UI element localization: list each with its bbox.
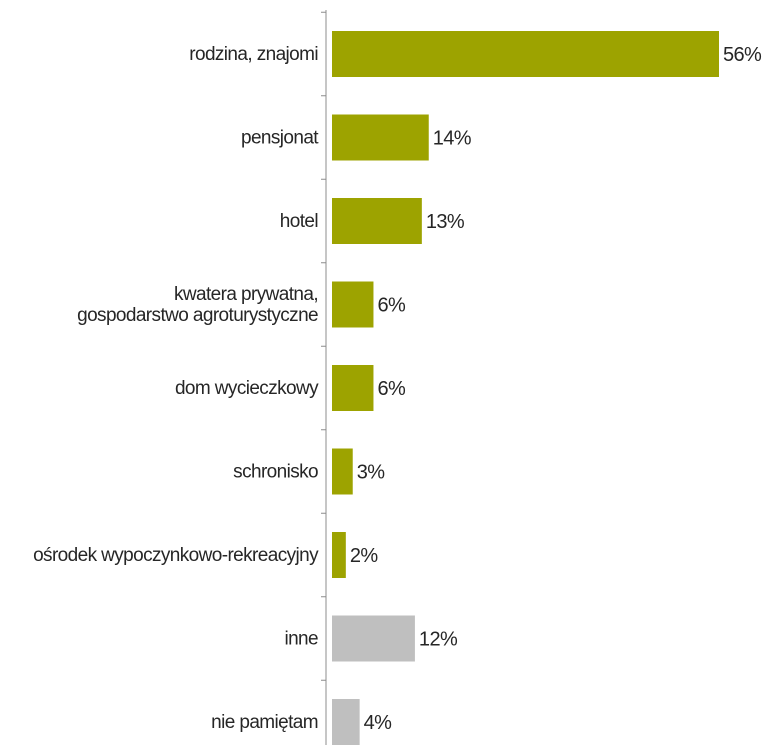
value-label: 12% (419, 629, 458, 651)
category-label-line: schronisko (233, 462, 318, 483)
bars-group (332, 31, 719, 745)
bar (332, 365, 374, 411)
category-label-line: nie pamiętam (211, 712, 318, 733)
category-label-line: ośrodek wypoczynkowo-rekreacyjny (33, 545, 319, 566)
category-label-line: pensjonat (241, 128, 319, 149)
value-label: 6% (377, 378, 406, 400)
value-labels: 56% 14% 13% 6% 6% 3% 2% 12% 4% (350, 44, 763, 734)
category-label: pensjonat (241, 128, 319, 149)
bar (332, 615, 415, 662)
value-label: 6% (377, 295, 406, 317)
value-label: 2% (350, 545, 379, 567)
bar (332, 198, 422, 244)
value-label: 56% (723, 44, 762, 66)
value-label: 3% (357, 462, 386, 484)
category-label: ośrodek wypoczynkowo-rekreacyjny (33, 545, 319, 566)
category-label: hotel (280, 211, 318, 232)
bar (332, 114, 429, 161)
value-label: 13% (426, 211, 465, 233)
category-label: nie pamiętam (211, 712, 318, 733)
value-label: 14% (433, 128, 472, 150)
category-axis (321, 10, 327, 745)
bar (332, 448, 353, 495)
category-label-line: dom wycieczkowy (175, 378, 319, 399)
category-label: rodzina, znajomi (189, 44, 318, 65)
category-label-line: inne (284, 629, 318, 650)
category-label: schronisko (233, 462, 318, 483)
bar (332, 532, 346, 578)
bar (332, 31, 719, 77)
category-labels: rodzina, znajomi pensjonat hotel kwatera pr… (33, 44, 320, 733)
category-label: kwatera prywatna, gospodarstwo agroturyst… (77, 284, 318, 326)
category-label-line: gospodarstwo agroturystyczne (77, 305, 318, 326)
bar (332, 699, 360, 745)
value-label: 4% (364, 712, 393, 734)
category-label-line: rodzina, znajomi (189, 44, 318, 65)
category-label-line: hotel (280, 211, 318, 232)
bar (332, 281, 374, 328)
category-label: dom wycieczkowy (175, 378, 319, 399)
category-label-line: kwatera prywatna, (174, 284, 318, 305)
category-label: inne (284, 629, 318, 650)
